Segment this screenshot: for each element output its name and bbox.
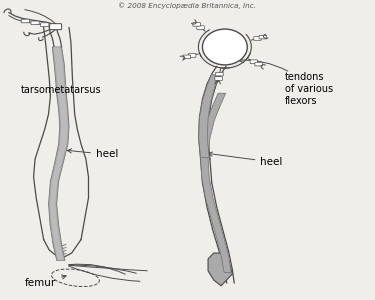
- Text: heel: heel: [67, 149, 118, 160]
- FancyBboxPatch shape: [259, 35, 267, 39]
- FancyBboxPatch shape: [216, 72, 223, 76]
- Text: heel: heel: [208, 152, 283, 167]
- FancyBboxPatch shape: [255, 62, 262, 66]
- FancyBboxPatch shape: [50, 24, 62, 30]
- Polygon shape: [199, 75, 220, 158]
- FancyBboxPatch shape: [21, 19, 30, 23]
- FancyBboxPatch shape: [197, 26, 204, 29]
- Circle shape: [202, 29, 247, 65]
- Polygon shape: [50, 47, 68, 260]
- FancyBboxPatch shape: [250, 60, 258, 64]
- Text: © 2008 Encyclopædia Britannica, Inc.: © 2008 Encyclopædia Britannica, Inc.: [118, 2, 256, 9]
- Polygon shape: [208, 253, 232, 286]
- FancyBboxPatch shape: [183, 55, 190, 58]
- FancyBboxPatch shape: [31, 21, 39, 25]
- FancyBboxPatch shape: [254, 37, 261, 40]
- Polygon shape: [48, 47, 69, 260]
- Text: femur: femur: [25, 275, 66, 288]
- Polygon shape: [201, 93, 231, 272]
- FancyBboxPatch shape: [188, 54, 196, 57]
- Text: tendons
of various
flexors: tendons of various flexors: [285, 72, 333, 106]
- FancyBboxPatch shape: [193, 22, 200, 26]
- Text: tarsometatarsus: tarsometatarsus: [21, 85, 102, 95]
- FancyBboxPatch shape: [215, 77, 222, 80]
- FancyBboxPatch shape: [40, 23, 49, 26]
